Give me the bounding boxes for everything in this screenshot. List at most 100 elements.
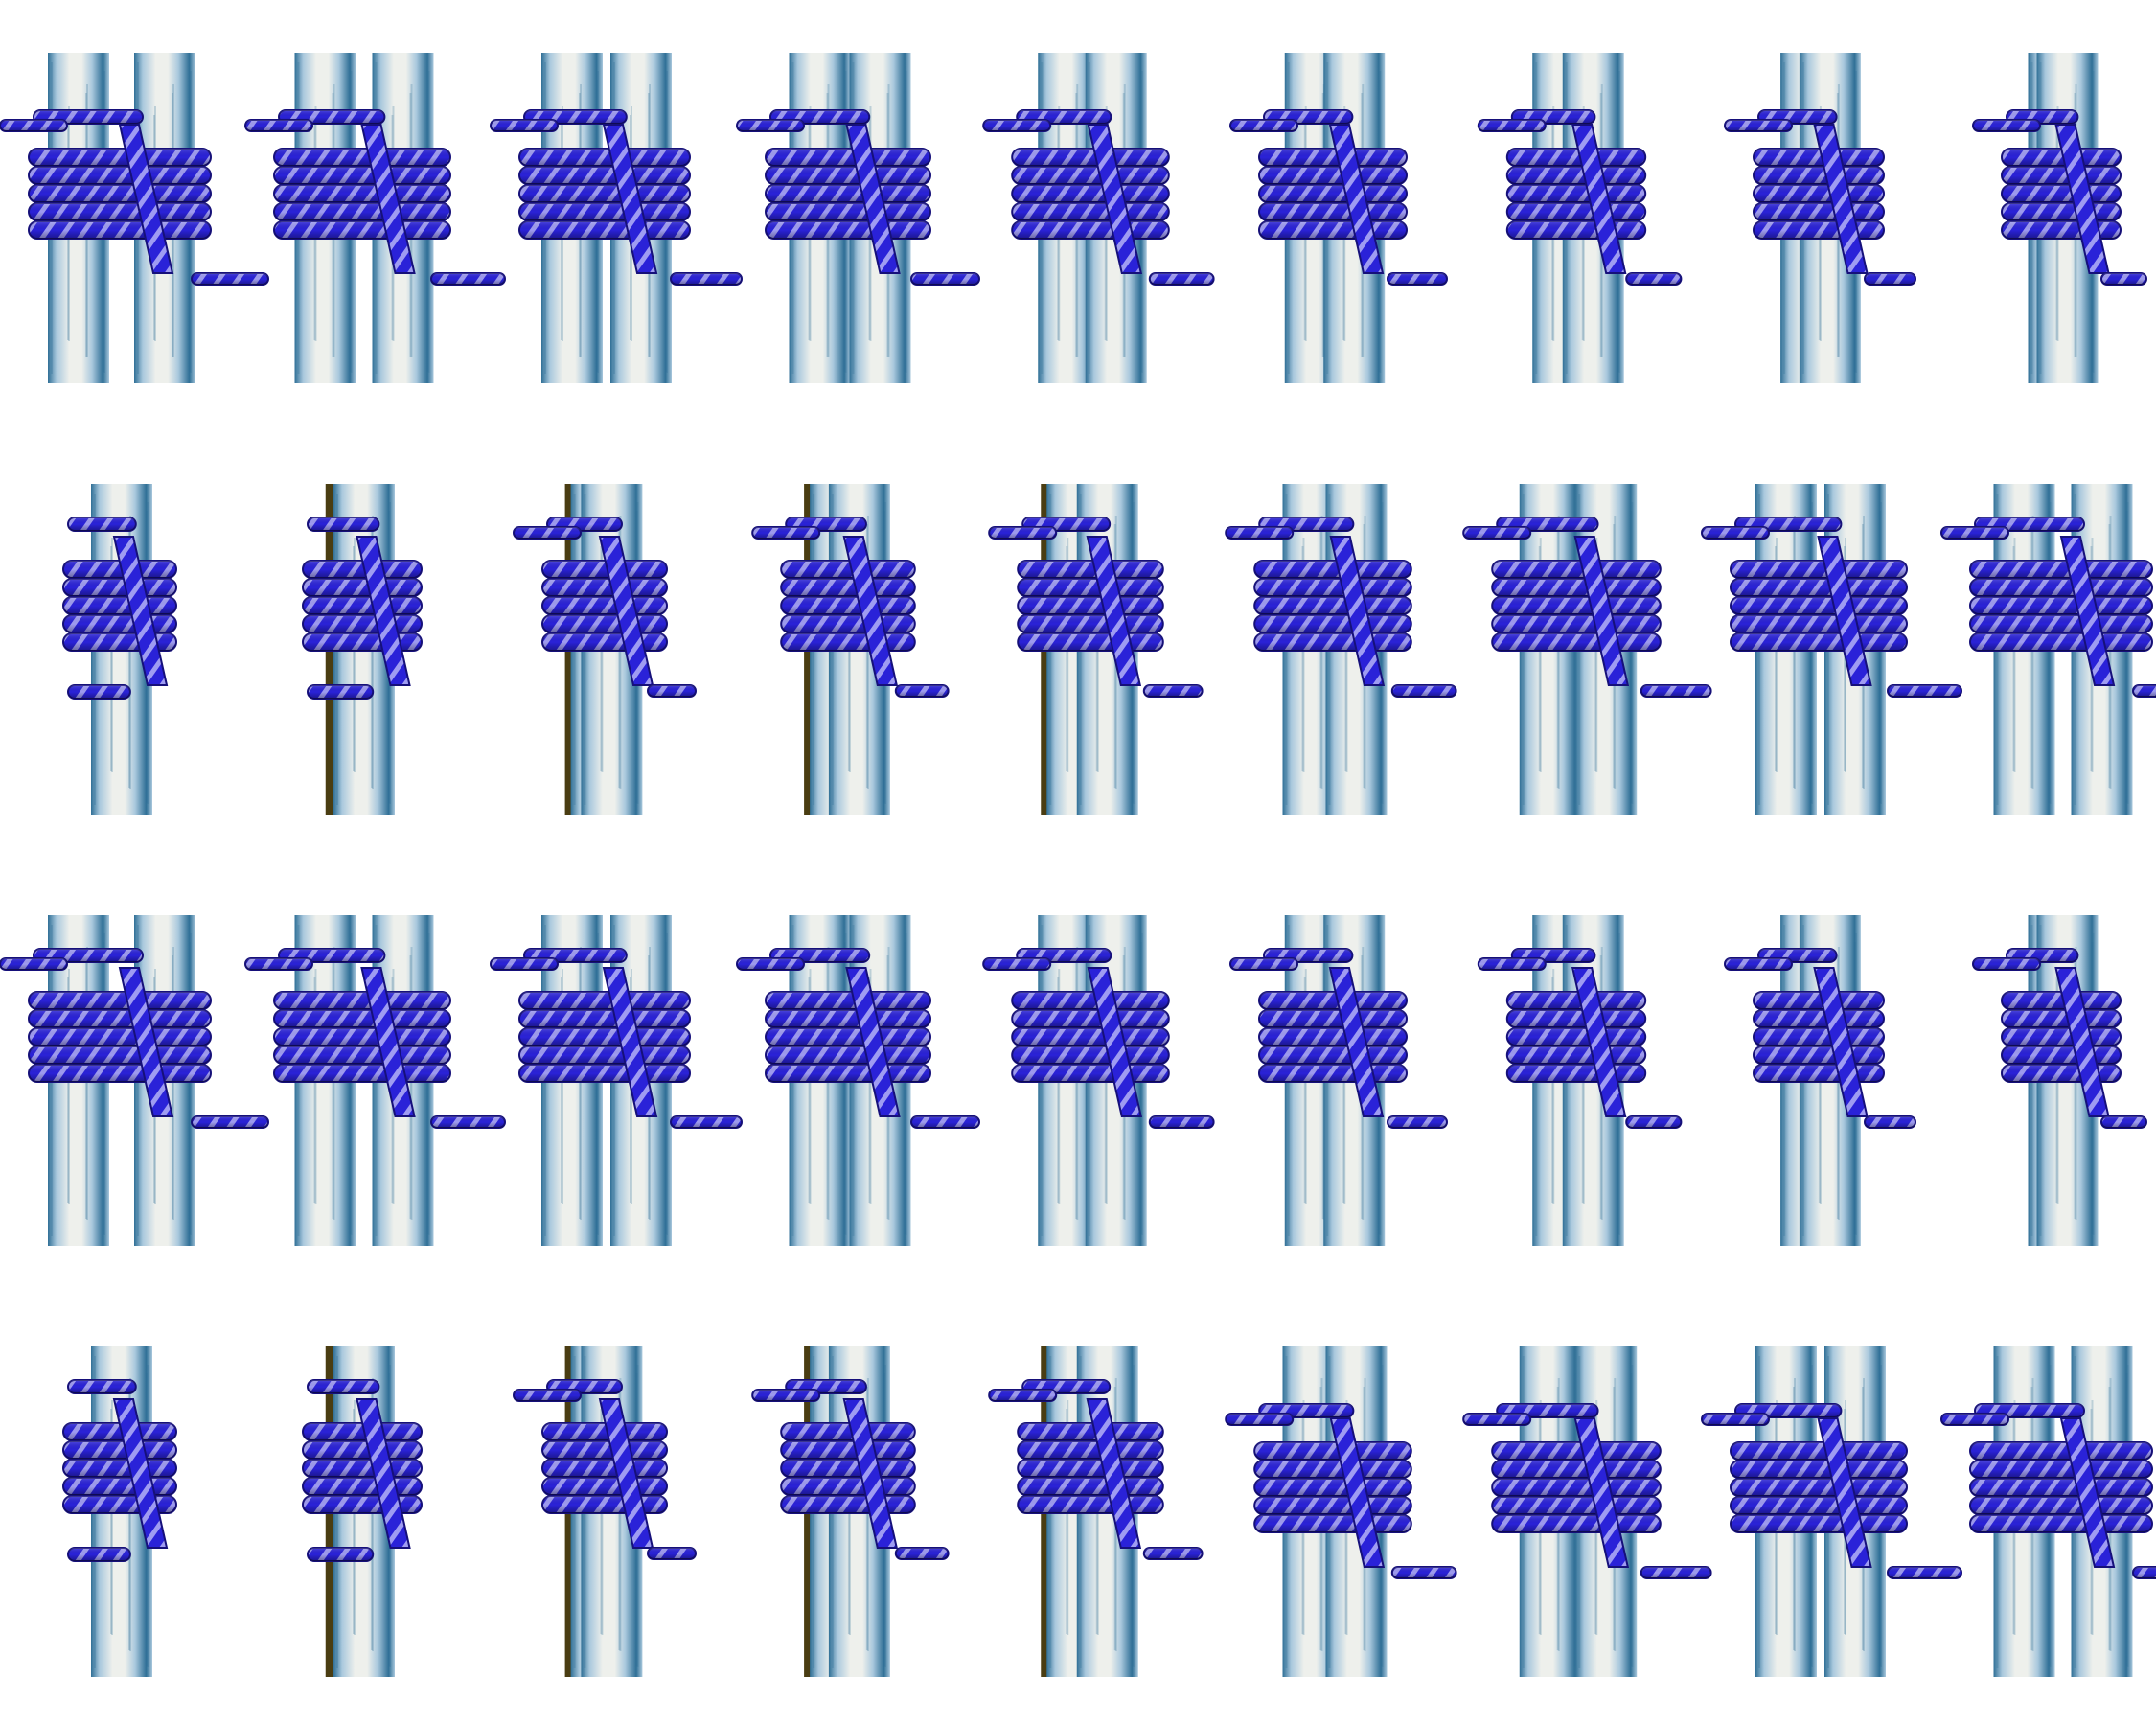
- knot-frame-svg: [1724, 53, 1916, 383]
- rope-wrap-shade: [1259, 992, 1407, 1009]
- rope-tail-right-shade: [2101, 273, 2146, 285]
- knot-frame-svg: [513, 484, 697, 815]
- rope-wrap-shade: [1754, 185, 1884, 202]
- rope-diagonal-turn: [1571, 967, 1627, 1117]
- rope-tail-left-shade: [737, 120, 804, 131]
- rope-tail-left-shade: [983, 120, 1051, 131]
- knot-frame: [1456, 1294, 1712, 1725]
- knot-frame: [0, 862, 269, 1294]
- rope-tail-left-shade: [989, 1390, 1057, 1401]
- knot-frame: [1213, 862, 1453, 1294]
- rope-wrap-shade: [63, 1423, 176, 1440]
- knot-frame-svg: [1477, 53, 1683, 383]
- rope-tail-left-shade: [514, 527, 581, 539]
- rope-wrap-shade: [1018, 579, 1163, 596]
- rope-tail-right-shade: [1143, 685, 1203, 697]
- rope-wrap-shade: [1506, 992, 1646, 1009]
- rope-diagonal-turn: [842, 536, 899, 686]
- rope-wrap-shade: [1254, 615, 1411, 632]
- rope-wrap-shade: [63, 561, 176, 578]
- rope-wrap-shade: [542, 1496, 667, 1513]
- rope-wrap-shade: [1754, 221, 1884, 239]
- rope-tail-left-shade: [1973, 958, 2040, 970]
- rope-wrap-shade: [1506, 1065, 1646, 1082]
- rope-wrap-shade: [29, 1065, 211, 1082]
- rope-wrap-shade: [63, 633, 176, 651]
- rope-top-loop-shade: [308, 1380, 379, 1393]
- rope-wrap-shade: [519, 1010, 690, 1027]
- rope-wrap-shade: [303, 1460, 422, 1477]
- rope-tail-right-shade: [192, 1116, 268, 1128]
- rope-wrap-shade: [519, 1028, 690, 1046]
- rope-wrap-shade: [781, 1441, 915, 1459]
- rope-wrap-shade: [2002, 1065, 2121, 1082]
- rope-wrap-shade: [1012, 167, 1169, 184]
- rope-wrap-shade: [542, 579, 667, 596]
- rope-wrap-shade: [2002, 1028, 2121, 1046]
- rope-wrap-shade: [274, 1046, 450, 1064]
- knot-frame: [728, 431, 968, 862]
- knot-frame: [1940, 431, 2156, 862]
- rope-diagonal-turn: [1817, 536, 1872, 686]
- rope-wrap-shade: [63, 1441, 176, 1459]
- rope-wrap-shade: [63, 579, 176, 596]
- rope-tail-left-shade: [1941, 1414, 2008, 1425]
- rope-wrap-shade: [1731, 597, 1907, 614]
- rope-top-loop-shade: [68, 518, 136, 531]
- knot-frame: [1940, 1294, 2156, 1725]
- rope-tail-left-shade: [1478, 120, 1546, 131]
- rope-tail-right-shade: [1391, 685, 1456, 697]
- rope-wrap-shade: [63, 1460, 176, 1477]
- rope-wrap-shade: [1970, 561, 2152, 578]
- knot-frame: [971, 0, 1215, 431]
- rope-wrap-shade: [1492, 1515, 1661, 1532]
- knot-frame: [242, 0, 506, 431]
- rope-wrap-shade: [1012, 992, 1169, 1009]
- rope-wrap-shade: [303, 615, 422, 632]
- rope-tail-left-shade: [514, 1390, 581, 1401]
- rope-wrap-shade: [1018, 1478, 1163, 1495]
- knot-frame: [485, 862, 743, 1294]
- rope-diagonal-turn: [1328, 967, 1385, 1117]
- rope-tail-left-shade: [245, 958, 312, 970]
- rope-wrap-shade: [1506, 1028, 1646, 1046]
- rope-wrap-shade: [29, 221, 211, 239]
- rope-wrap-shade: [1506, 167, 1646, 184]
- rope-tail-right-shade: [1388, 1116, 1447, 1128]
- rope-wrap-shade: [1731, 579, 1907, 596]
- rope-tail-right-shade: [648, 1548, 696, 1559]
- rope-wrap-shade: [542, 633, 667, 651]
- rope-tail-right-shade: [431, 273, 505, 285]
- rope-wrap-shade: [766, 992, 930, 1009]
- rope-wrap-shade: [63, 615, 176, 632]
- rope-tail-left-shade: [0, 120, 67, 131]
- rope-tail-left-shade: [1941, 527, 2008, 539]
- knot-frame-svg: [302, 484, 423, 815]
- knot-frame-svg: [1972, 53, 2147, 383]
- knot-frame: [1941, 0, 2156, 431]
- rope-tail-left-shade: [1226, 1414, 1294, 1425]
- rope-wrap-shade: [1254, 1442, 1411, 1460]
- knot-frame: [728, 862, 980, 1294]
- rope-bottom-loop-shade: [68, 685, 130, 699]
- rope-wrap-shade: [1018, 1496, 1163, 1513]
- rope-wrap-shade: [29, 149, 211, 166]
- knot-frame-svg: [1462, 484, 1712, 815]
- rope-tail-left-shade: [1702, 1414, 1769, 1425]
- rope-wrap-shade: [303, 1496, 422, 1513]
- rope-wrap-shade: [29, 1046, 211, 1064]
- rope-tail-right-shade: [895, 1548, 949, 1559]
- rope-wrap-shade: [766, 1046, 930, 1064]
- rope-wrap-shade: [1731, 1515, 1907, 1532]
- rope-tail-right-shade: [1865, 273, 1915, 285]
- rope-diagonal-turn: [1573, 536, 1630, 686]
- rope-wrap-shade: [519, 221, 690, 239]
- knot-frame: [971, 431, 1210, 862]
- rope-wrap-shade: [1754, 1046, 1884, 1064]
- rope-wrap-shade: [766, 203, 930, 220]
- rope-tail-right-shade: [671, 273, 742, 285]
- knot-frame: [728, 1294, 968, 1725]
- rope-wrap-shade: [1492, 633, 1661, 651]
- rope-wrap-shade: [1754, 149, 1884, 166]
- rope-wrap-shade: [303, 1423, 422, 1440]
